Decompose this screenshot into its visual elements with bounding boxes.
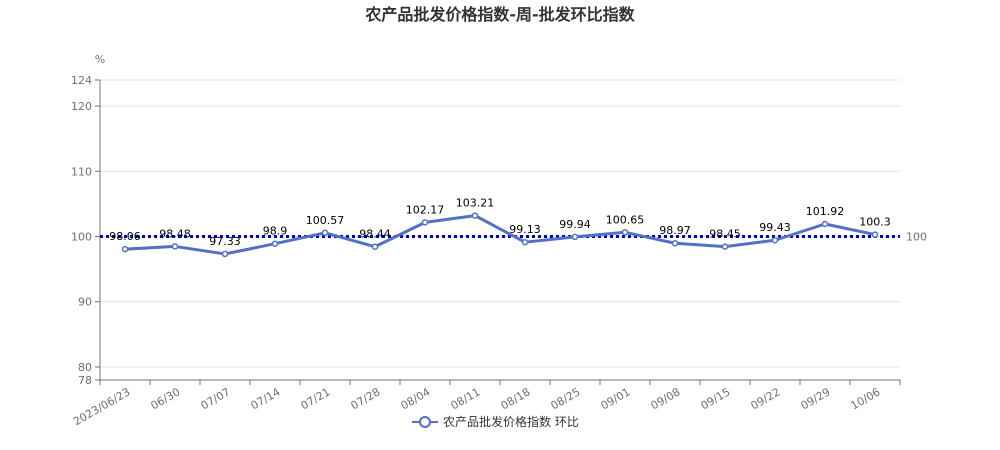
x-tick-label: 09/29 [799, 385, 833, 412]
data-label: 98.9 [263, 225, 288, 238]
x-tick-label: 08/11 [449, 385, 483, 412]
y-tick-label: 78 [78, 374, 92, 387]
data-point[interactable] [121, 245, 129, 253]
x-tick-label: 09/15 [699, 385, 733, 412]
y-tick-label: 80 [78, 361, 92, 374]
legend-label: 农产品批发价格指数 环比 [443, 414, 579, 429]
data-point[interactable] [721, 243, 729, 250]
data-label-layer: 98.06 98.48 97.33 98.9 100.57 98.44 102.17 103.… [109, 197, 891, 248]
data-point[interactable] [521, 238, 529, 246]
data-point[interactable] [871, 231, 879, 238]
data-point[interactable] [271, 240, 279, 247]
x-tick-label: 09/01 [599, 385, 633, 412]
x-tick-label: 2023/06/23 [71, 385, 132, 428]
y-tick-label: 90 [78, 296, 92, 309]
data-point[interactable] [571, 233, 579, 241]
data-label: 98.45 [709, 228, 741, 241]
data-point[interactable] [671, 239, 679, 247]
x-tick-label: 09/08 [649, 385, 683, 412]
data-point[interactable] [371, 243, 379, 250]
data-point[interactable] [771, 236, 779, 244]
x-tick-label: 07/07 [199, 385, 233, 412]
data-label: 102.17 [406, 203, 445, 216]
legend[interactable]: 农产品批发价格指数 环比 [412, 414, 579, 429]
data-label: 98.97 [659, 224, 691, 237]
data-label: 99.13 [509, 223, 541, 236]
y-tick-label: 120 [71, 100, 92, 113]
y-tick-label: 110 [71, 165, 92, 178]
data-label: 100.57 [306, 214, 345, 227]
data-point[interactable] [821, 220, 829, 228]
data-label: 98.48 [159, 227, 191, 240]
series-line [124, 214, 876, 256]
data-label: 99.94 [559, 218, 591, 231]
data-label: 97.33 [209, 235, 241, 248]
reference-line-label: 100 [906, 231, 927, 244]
reference-line-layer: 100 [100, 231, 927, 244]
data-point[interactable] [471, 212, 479, 219]
data-label: 99.43 [759, 221, 791, 234]
x-tick-label: 08/04 [399, 385, 433, 412]
x-tick-label: 10/06 [849, 385, 883, 412]
y-axis-unit-label: % [95, 53, 105, 66]
data-point[interactable] [621, 229, 629, 236]
data-label: 98.44 [359, 228, 391, 241]
x-tick-label: 07/14 [249, 385, 283, 412]
data-label: 103.21 [456, 197, 495, 210]
data-point[interactable] [421, 219, 429, 226]
x-tick-label: 09/22 [749, 385, 783, 412]
data-point[interactable] [321, 229, 329, 237]
data-point[interactable] [221, 250, 229, 258]
legend-marker-icon [419, 416, 431, 428]
x-tick-label: 07/21 [299, 385, 333, 412]
data-point[interactable] [171, 243, 179, 250]
x-tick-label: 07/28 [349, 385, 383, 412]
x-tick-label: 06/30 [149, 385, 183, 412]
x-tick-label: 08/25 [549, 385, 583, 412]
chart-title: 农产品批发价格指数-周-批发环比指数 [364, 5, 635, 24]
data-label: 101.92 [806, 205, 845, 218]
x-tick-label: 08/18 [499, 385, 533, 412]
y-tick-label: 100 [71, 231, 92, 244]
data-label: 100.3 [859, 216, 891, 229]
y-tick-label: 124 [71, 74, 92, 87]
series-layer [121, 212, 879, 258]
data-label: 98.06 [109, 230, 141, 243]
data-label: 100.65 [606, 213, 645, 226]
